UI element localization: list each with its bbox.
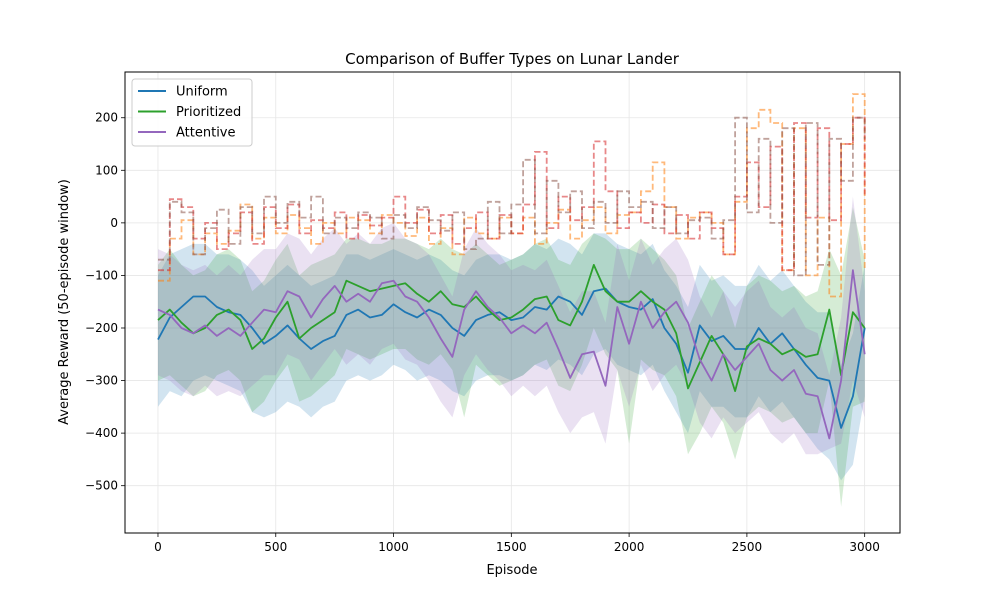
y-tick-label: 100: [95, 163, 118, 177]
y-tick-label: 0: [110, 216, 118, 230]
uniform-band: [158, 233, 865, 481]
y-tick-label: −500: [85, 479, 118, 493]
x-tick-label: 0: [154, 540, 162, 554]
attentive-legend-label: Attentive: [176, 126, 236, 141]
y-axis-title: Average Reward (50-episode window): [57, 179, 72, 425]
x-tick-label: 1000: [378, 540, 409, 554]
grid: [125, 72, 900, 533]
x-tick-label: 2000: [614, 540, 645, 554]
y-tick-label: −400: [85, 426, 118, 440]
prioritized-legend-label: Prioritized: [176, 105, 241, 120]
prioritized-line: [157, 263, 866, 393]
confidence-bands: [158, 196, 865, 507]
y-tick-label: −300: [85, 374, 118, 388]
chart-title: Comparison of Buffer Types on Lunar Land…: [345, 50, 680, 68]
series-lines: [157, 93, 866, 440]
y-tick-label: −200: [85, 321, 118, 335]
x-tick-label: 3000: [849, 540, 880, 554]
legend-box: [131, 78, 253, 147]
x-tick-label: 500: [264, 540, 287, 554]
plot-frame: [124, 71, 901, 534]
series-5-line: [158, 116, 866, 277]
legend: Uniform Prioritized Attentive: [131, 78, 253, 147]
uniform-legend-label: Uniform: [176, 85, 228, 100]
x-tick-label: 2500: [732, 540, 763, 554]
attentive-band: [158, 196, 865, 455]
prioritized-band: [158, 207, 865, 507]
y-tick-label: −100: [85, 268, 118, 282]
x-axis-title: Episode: [486, 563, 537, 578]
axis-ticks: 0 500 1000 1500 2000 2500 3000−500−400−300−200…: [85, 111, 880, 554]
y-tick-label: 200: [95, 111, 118, 125]
attentive-line: [157, 269, 866, 440]
x-tick-label: 1500: [496, 540, 527, 554]
